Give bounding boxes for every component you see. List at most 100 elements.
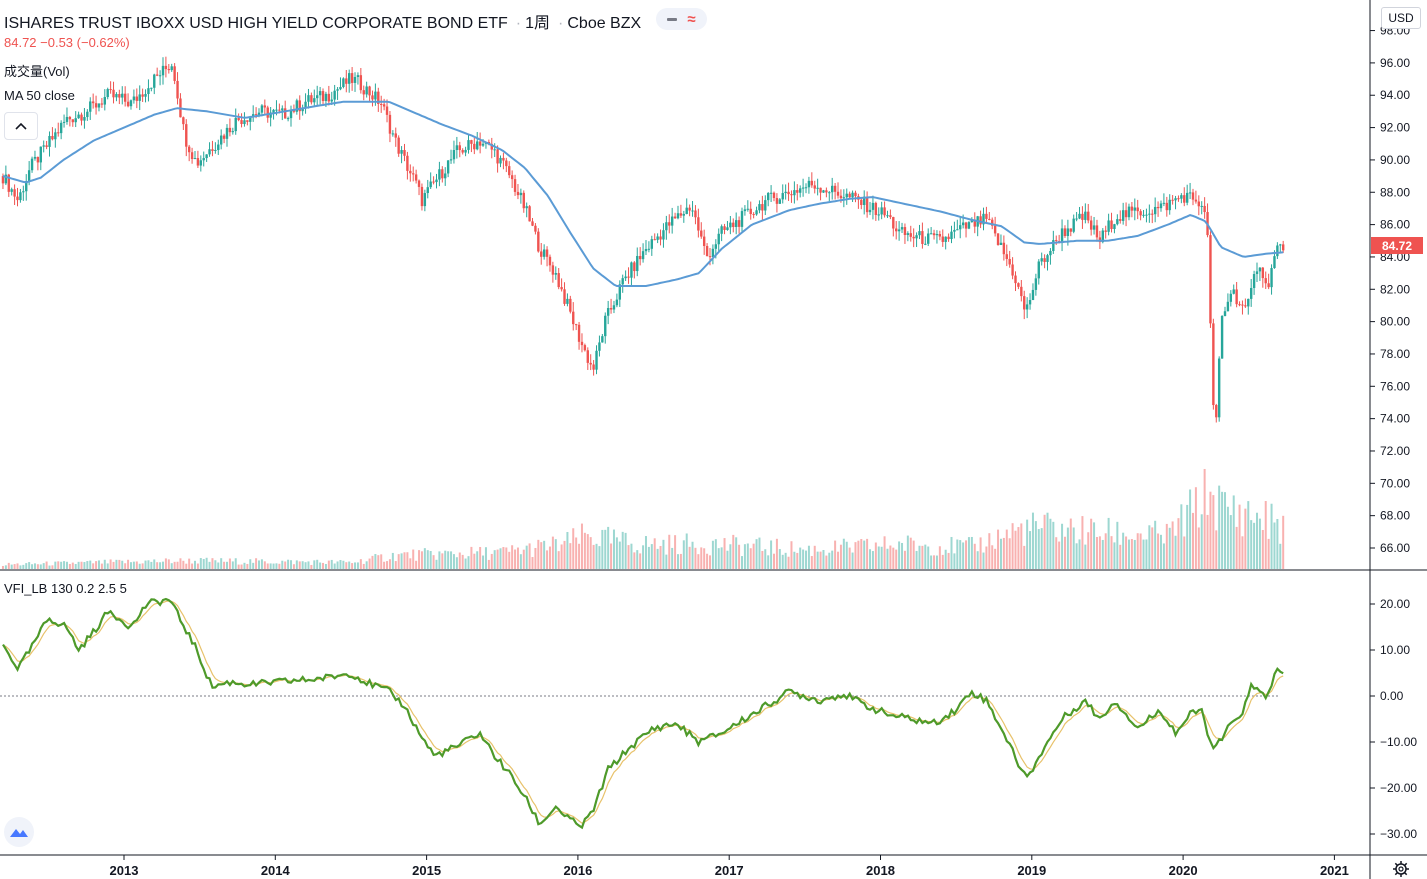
candle-body [138, 94, 141, 101]
candle-body [534, 225, 537, 232]
minus-icon[interactable] [667, 17, 678, 21]
candle-body [234, 117, 237, 132]
volume-bar [74, 564, 77, 569]
volume-bar [1008, 538, 1011, 569]
volume-bar [374, 554, 377, 569]
volume-bar [281, 560, 284, 569]
gear-icon[interactable] [1392, 860, 1410, 878]
volume-bar [697, 554, 700, 569]
volume-bar [1110, 536, 1113, 569]
volume-bar [743, 544, 746, 569]
volume-bar [898, 541, 901, 569]
volume-bar [444, 550, 447, 569]
candle-body [336, 89, 339, 91]
candle-body [1075, 218, 1078, 220]
candle-body [525, 206, 528, 209]
candle-body [624, 276, 627, 279]
candle-body [281, 108, 284, 111]
candle-body [89, 101, 92, 112]
volume-bar [1133, 539, 1136, 569]
candle-body [842, 197, 846, 199]
volume-bar [458, 552, 461, 569]
volume-bar [726, 550, 729, 569]
volume-bar [394, 561, 397, 569]
interval-label[interactable]: 1周 [525, 15, 551, 32]
symbol-title[interactable]: ISHARES TRUST IBOXX USD HIGH YIELD CORPO… [4, 15, 508, 32]
candle-body [91, 101, 95, 104]
volume-bar [642, 545, 645, 569]
candle-body [563, 289, 566, 304]
ma-legend[interactable]: MA 50 close [4, 88, 75, 103]
candle-body [839, 195, 843, 199]
candle-body [540, 251, 543, 257]
candle-body [889, 215, 892, 218]
price-tick-label: 92.00 [1380, 121, 1410, 135]
volume-bar [837, 551, 840, 569]
candle-body [176, 80, 179, 99]
vfi-legend[interactable]: VFI_LB 130 0.2 2.5 5 [4, 581, 127, 596]
volume-bar [764, 549, 767, 569]
volume-bar [1148, 525, 1151, 569]
volume-bar [1180, 504, 1183, 569]
volume-bar [1, 565, 4, 569]
volume-bar [1095, 536, 1098, 569]
volume-bar [487, 559, 490, 569]
volume-bar [348, 561, 351, 569]
volume-bar [10, 564, 13, 569]
volume-bar [284, 561, 287, 569]
volume-bar [362, 563, 365, 569]
volume-bar [630, 543, 633, 569]
volume-bar [339, 560, 342, 569]
volume-bar [528, 543, 531, 569]
candle-body [289, 110, 293, 119]
candle-body [94, 103, 98, 108]
volume-bar [703, 548, 706, 569]
candle-body [508, 166, 511, 176]
legend-toggle[interactable]: ≈ [656, 8, 707, 30]
price-change: 84.72 −0.53 (−0.62%) [4, 35, 130, 50]
candle-body [62, 121, 66, 123]
candle-body [723, 226, 726, 230]
volume-bar [193, 560, 196, 569]
symbol-legend[interactable]: ISHARES TRUST IBOXX USD HIGH YIELD CORPO… [4, 15, 642, 32]
candle-body [606, 308, 610, 316]
volume-bar [714, 539, 717, 569]
volume-bar [746, 543, 749, 569]
candle-body [822, 190, 825, 193]
tradingview-logo-icon[interactable] [4, 817, 34, 847]
volume-bar [1256, 512, 1259, 569]
volume-bar [1093, 522, 1096, 569]
candle-body [895, 228, 898, 232]
chevron-up-icon [15, 122, 27, 130]
candle-body [397, 137, 400, 154]
collapse-legend-button[interactable] [4, 112, 38, 140]
approx-icon[interactable]: ≈ [687, 10, 696, 28]
currency-button[interactable]: USD [1381, 7, 1421, 29]
candle-body [432, 181, 435, 183]
volume-bar [441, 553, 444, 569]
volume-bar [711, 540, 714, 569]
candle-body [77, 114, 80, 119]
volume-bar [121, 560, 124, 569]
volume-bar [1029, 531, 1032, 569]
volume-bar [947, 552, 950, 569]
volume-bar [869, 549, 872, 569]
volume-bar [575, 537, 578, 569]
price-tick-label: 78.00 [1380, 347, 1410, 361]
volume-legend[interactable]: 成交量(Vol) [4, 64, 70, 79]
candle-body [164, 65, 168, 70]
candle-body [1162, 202, 1166, 204]
candle-body [380, 103, 383, 105]
candle-body [865, 196, 869, 213]
candle-body [828, 192, 831, 194]
candle-body [310, 95, 313, 103]
volume-bar [749, 548, 752, 569]
volume-bar [1061, 523, 1064, 569]
candle-body [598, 342, 601, 351]
volume-bar [1037, 529, 1040, 569]
volume-bar [930, 555, 933, 569]
candle-body [604, 315, 607, 337]
candle-body [1209, 235, 1212, 324]
candle-body [132, 96, 136, 101]
